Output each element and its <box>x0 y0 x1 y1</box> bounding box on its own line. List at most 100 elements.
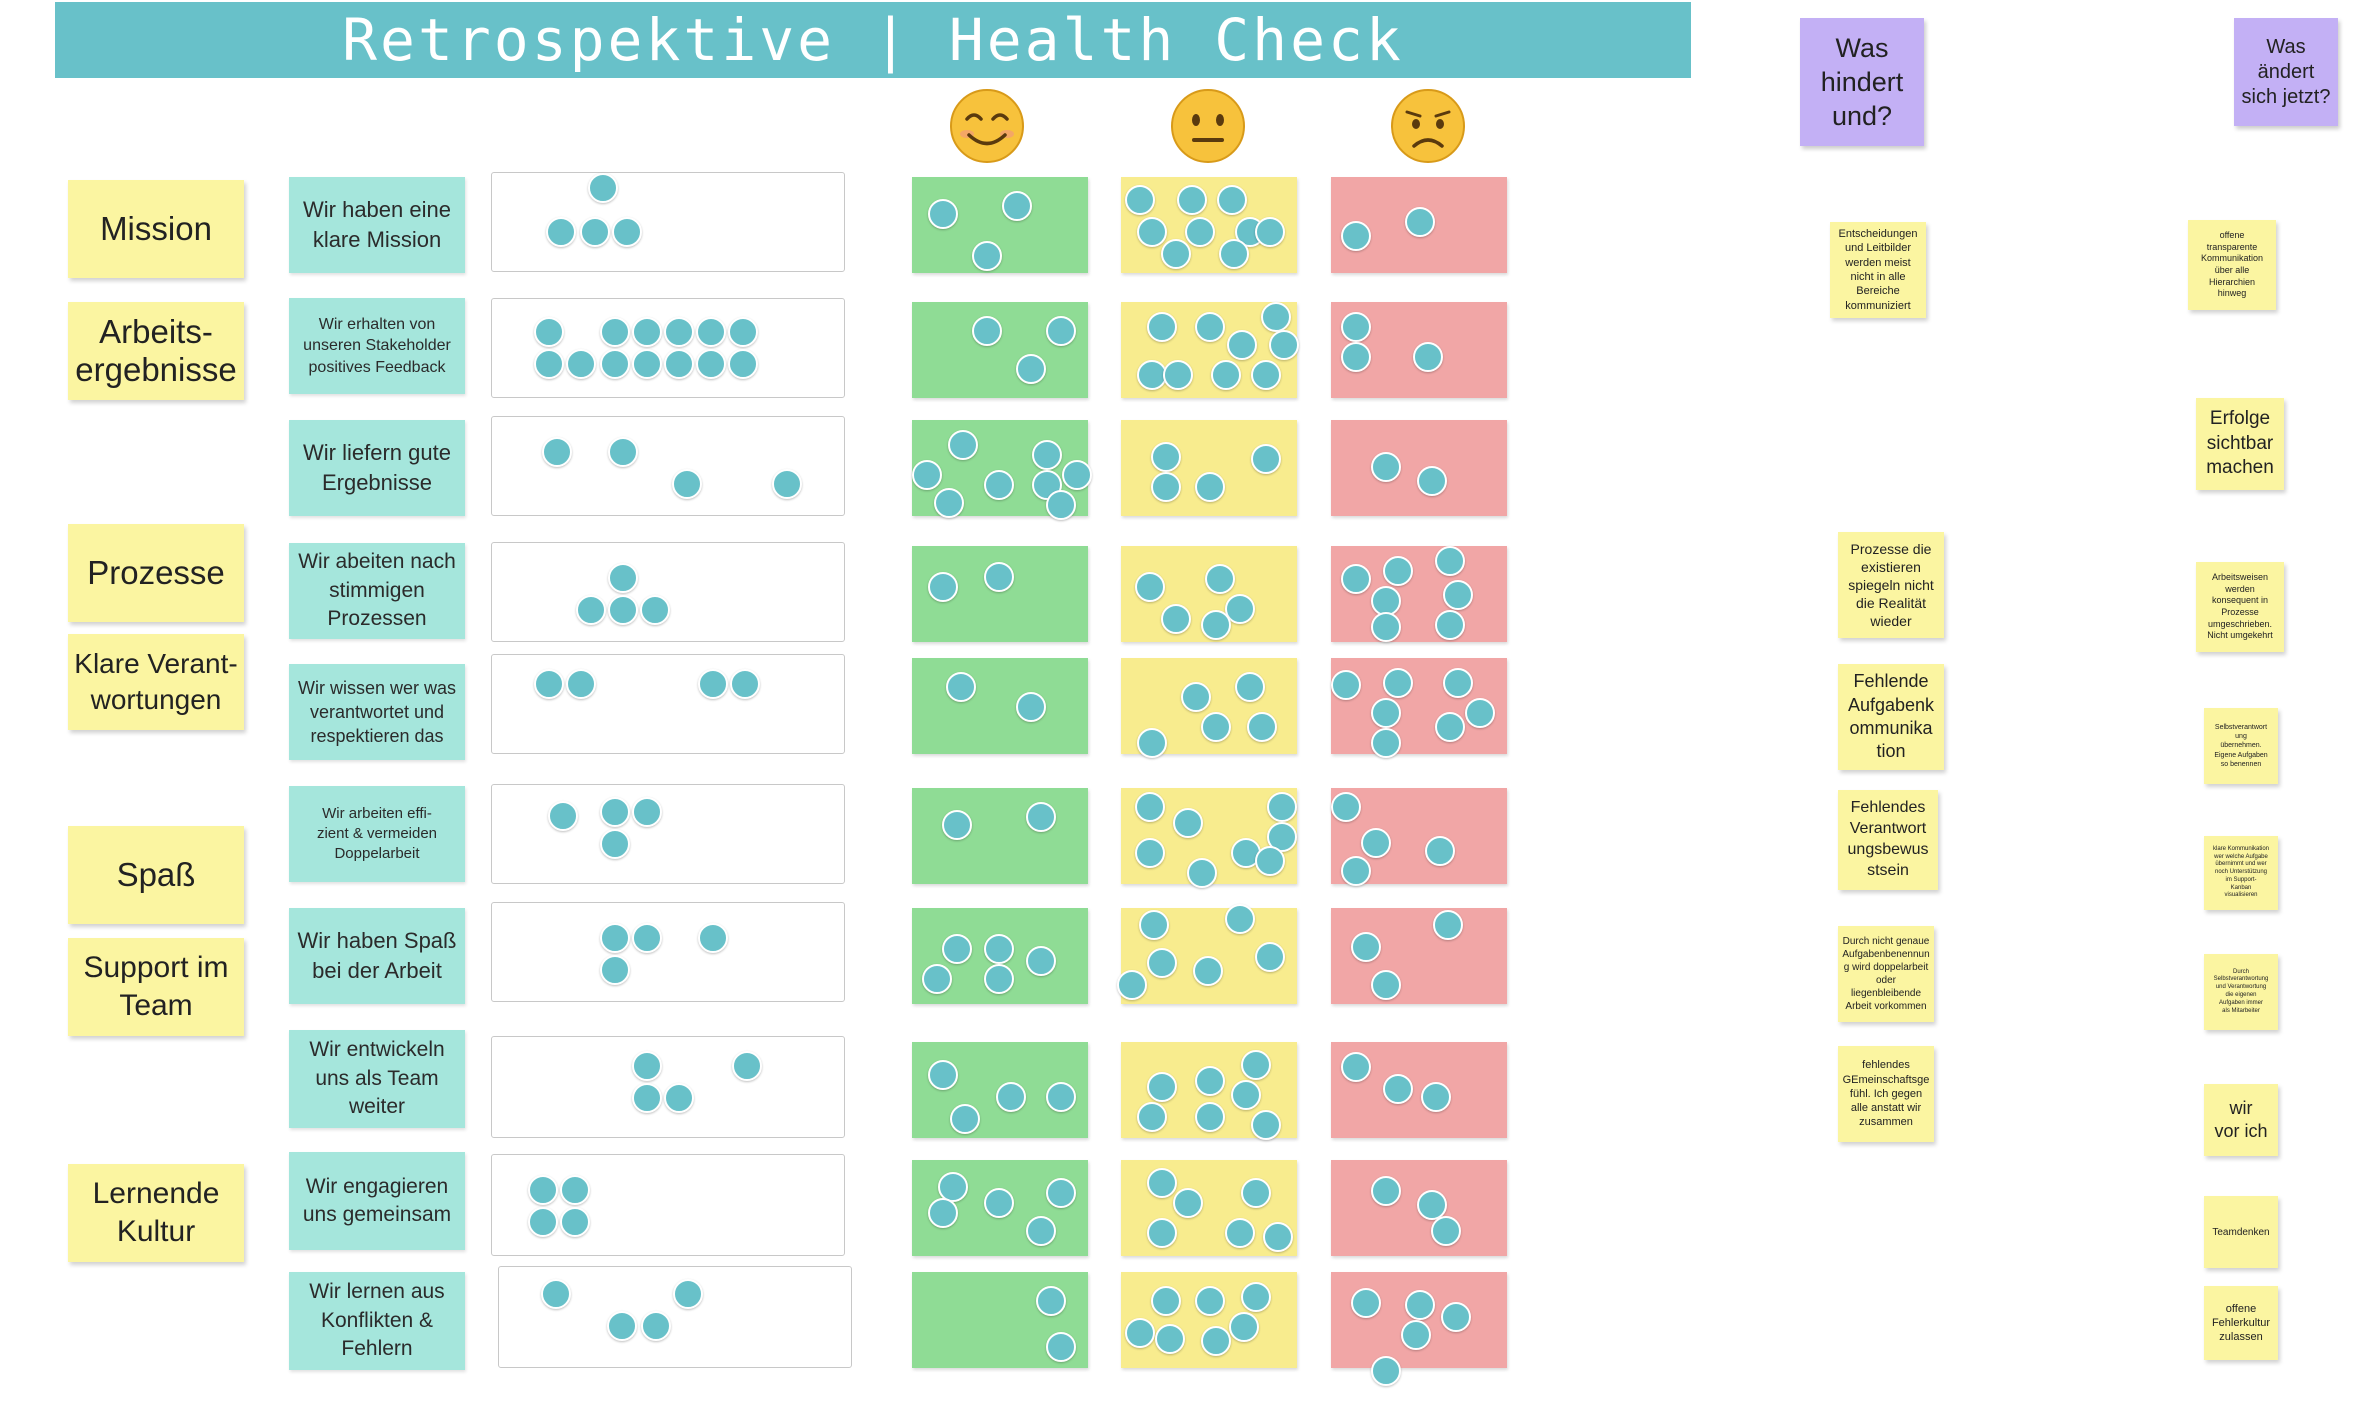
vote-dot[interactable] <box>1195 1102 1225 1132</box>
vote-dot[interactable] <box>1417 1190 1447 1220</box>
vote-dot[interactable] <box>566 669 596 699</box>
vote-dot[interactable] <box>1173 1188 1203 1218</box>
vote-dot[interactable] <box>1231 1080 1261 1110</box>
vote-dot[interactable] <box>984 934 1014 964</box>
note-aendert[interactable]: offene Fehlerkultur zulassen <box>2204 1286 2278 1360</box>
vote-dot[interactable] <box>1205 564 1235 594</box>
vote-dot[interactable] <box>632 317 662 347</box>
vote-cell-red[interactable] <box>1331 908 1507 1004</box>
vote-box[interactable] <box>491 416 845 516</box>
column-header-aendert[interactable]: Was ändert sich jetzt? <box>2234 18 2338 126</box>
vote-dot[interactable] <box>1026 802 1056 832</box>
vote-dot[interactable] <box>588 173 618 203</box>
vote-dot[interactable] <box>1151 442 1181 472</box>
vote-dot[interactable] <box>1361 828 1391 858</box>
vote-dot[interactable] <box>1187 858 1217 888</box>
vote-dot[interactable] <box>1229 1312 1259 1342</box>
vote-dot[interactable] <box>534 349 564 379</box>
vote-dot[interactable] <box>546 217 576 247</box>
vote-dot[interactable] <box>1371 586 1401 616</box>
vote-dot[interactable] <box>1341 221 1371 251</box>
vote-dot[interactable] <box>984 470 1014 500</box>
vote-dot[interactable] <box>576 595 606 625</box>
vote-dot[interactable] <box>560 1207 590 1237</box>
vote-dot[interactable] <box>560 1175 590 1205</box>
vote-dot[interactable] <box>1341 856 1371 886</box>
vote-dot[interactable] <box>632 349 662 379</box>
vote-dot[interactable] <box>528 1207 558 1237</box>
vote-dot[interactable] <box>728 349 758 379</box>
note-hindert[interactable]: Fehlende Aufgabenk ommunika tion <box>1838 664 1944 770</box>
vote-dot[interactable] <box>1217 185 1247 215</box>
vote-cell-red[interactable] <box>1331 1042 1507 1138</box>
vote-dot[interactable] <box>1135 572 1165 602</box>
vote-dot[interactable] <box>1443 668 1473 698</box>
vote-dot[interactable] <box>1331 792 1361 822</box>
vote-dot[interactable] <box>1371 612 1401 642</box>
vote-dot[interactable] <box>1161 604 1191 634</box>
vote-dot[interactable] <box>1173 808 1203 838</box>
vote-dot[interactable] <box>942 934 972 964</box>
vote-cell-green[interactable] <box>912 302 1088 398</box>
vote-dot[interactable] <box>984 562 1014 592</box>
vote-dot[interactable] <box>542 437 572 467</box>
vote-dot[interactable] <box>1117 970 1147 1000</box>
question-sticky[interactable]: Wir abeiten nach stimmigen Prozessen <box>289 543 465 639</box>
question-sticky[interactable]: Wir haben Spaß bei der Arbeit <box>289 908 465 1004</box>
vote-dot[interactable] <box>1161 239 1191 269</box>
vote-dot[interactable] <box>1225 904 1255 934</box>
question-sticky[interactable]: Wir arbeiten effi-zient & vermeiden Doppe… <box>289 786 465 882</box>
vote-dot[interactable] <box>607 1311 637 1341</box>
vote-cell-green[interactable] <box>912 1160 1088 1256</box>
note-aendert[interactable]: klare Kommunikation wer welche Aufgabe übe… <box>2204 836 2278 910</box>
vote-cell-red[interactable] <box>1331 1272 1507 1386</box>
vote-dot[interactable] <box>1036 1286 1066 1316</box>
vote-dot[interactable] <box>1147 1072 1177 1102</box>
vote-dot[interactable] <box>528 1175 558 1205</box>
vote-dot[interactable] <box>1032 440 1062 470</box>
vote-dot[interactable] <box>1147 948 1177 978</box>
vote-cell-green[interactable] <box>912 908 1088 1004</box>
vote-dot[interactable] <box>934 488 964 518</box>
vote-dot[interactable] <box>600 317 630 347</box>
vote-dot[interactable] <box>632 923 662 953</box>
vote-cell-green[interactable] <box>912 546 1088 642</box>
question-sticky[interactable]: Wir liefern gute Ergebnisse <box>289 420 465 516</box>
question-sticky[interactable]: Wir lernen aus Konflikten & Fehlern <box>289 1272 465 1370</box>
vote-dot[interactable] <box>1201 1326 1231 1356</box>
vote-dot[interactable] <box>1046 1332 1076 1362</box>
note-aendert[interactable]: Selbstverantwort ung übernehmen. Eigene Auf… <box>2204 708 2278 784</box>
vote-dot[interactable] <box>1255 217 1285 247</box>
vote-dot[interactable] <box>612 217 642 247</box>
vote-dot[interactable] <box>1241 1178 1271 1208</box>
vote-dot[interactable] <box>1137 217 1167 247</box>
vote-dot[interactable] <box>1351 932 1381 962</box>
vote-box[interactable] <box>491 1154 845 1256</box>
vote-dot[interactable] <box>1383 1074 1413 1104</box>
vote-cell-green[interactable] <box>912 788 1088 884</box>
vote-dot[interactable] <box>673 1279 703 1309</box>
vote-dot[interactable] <box>548 801 578 831</box>
vote-dot[interactable] <box>1247 712 1277 742</box>
vote-cell-green[interactable] <box>912 177 1088 273</box>
question-sticky[interactable]: Wir entwickeln uns als Team weiter <box>289 1030 465 1128</box>
vote-dot[interactable] <box>1431 1216 1461 1246</box>
vote-cell-green[interactable] <box>912 420 1092 520</box>
vote-box[interactable] <box>491 654 845 754</box>
vote-dot[interactable] <box>698 669 728 699</box>
vote-box[interactable] <box>491 1036 845 1138</box>
vote-dot[interactable] <box>696 349 726 379</box>
category-spass[interactable]: Spaß <box>68 826 244 924</box>
category-prozesse[interactable]: Prozesse <box>68 524 244 622</box>
note-aendert[interactable]: wir vor ich <box>2204 1084 2278 1156</box>
vote-dot[interactable] <box>1251 1110 1281 1140</box>
vote-dot[interactable] <box>1225 1218 1255 1248</box>
vote-dot[interactable] <box>1147 1218 1177 1248</box>
vote-dot[interactable] <box>1251 444 1281 474</box>
vote-cell-yellow[interactable] <box>1121 420 1297 516</box>
vote-dot[interactable] <box>732 1051 762 1081</box>
question-sticky[interactable]: Wir haben eine klare Mission <box>289 177 465 273</box>
vote-dot[interactable] <box>1046 490 1076 520</box>
vote-dot[interactable] <box>938 1172 968 1202</box>
vote-dot[interactable] <box>632 1083 662 1113</box>
